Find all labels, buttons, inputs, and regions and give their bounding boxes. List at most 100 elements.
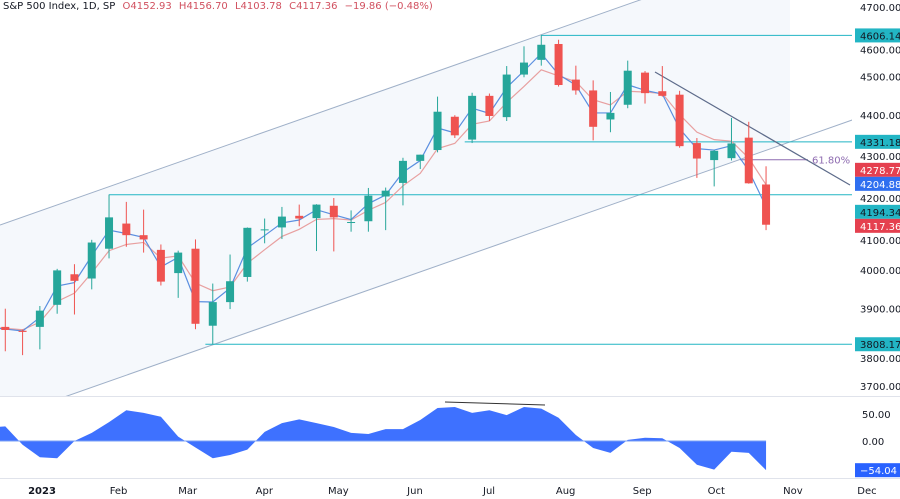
candle-body	[174, 252, 183, 274]
slow-ma-price-label-bg	[855, 162, 900, 177]
candle-body	[381, 190, 390, 197]
channel-lower-line	[65, 119, 852, 396]
y-tick-label: 4600.00	[860, 45, 900, 56]
candle-body	[226, 281, 235, 303]
candle-body	[260, 229, 269, 231]
y-tick-label: 4100.00	[860, 236, 900, 247]
slow-ma-price-label: 4278.77	[860, 166, 900, 177]
candle-body	[727, 143, 736, 159]
channel-fill	[0, 0, 790, 396]
price-pane: 61.80%	[0, 0, 852, 396]
symbol-legend: S&P 500 Index, 1D, SP O4152.93 H4156.70 …	[3, 1, 433, 12]
x-tick-label: Dec	[857, 486, 876, 497]
fast-ma-price-label-bg	[855, 176, 900, 191]
candle-body	[243, 227, 252, 277]
candle-body	[658, 91, 667, 96]
candle-body	[122, 223, 131, 236]
level-price-label: 4606.14	[860, 31, 900, 42]
candle-body	[589, 90, 598, 127]
x-tick-label: Oct	[708, 486, 725, 497]
close-value: C4117.36	[289, 1, 338, 12]
candle-body	[762, 184, 771, 225]
level-price-label: 4194.34	[860, 208, 900, 219]
last-price-label-bg	[855, 218, 900, 233]
candle-body	[485, 95, 494, 116]
candle-body	[329, 205, 338, 218]
x-tick-label: 2023	[28, 486, 56, 497]
candle-body	[295, 215, 304, 219]
candle-body	[710, 150, 719, 161]
candle-body	[312, 204, 321, 219]
open-value: O4152.93	[122, 1, 172, 12]
level-price-label-bg	[855, 204, 900, 219]
oscillator-tick-label: 50.00	[862, 410, 891, 421]
candle-body	[347, 222, 356, 224]
y-tick-label: 4300.00	[860, 152, 900, 163]
y-tick-label: 4500.00	[860, 73, 900, 84]
candle-body	[191, 248, 200, 324]
candle-body	[433, 111, 442, 151]
candle-body	[1, 326, 10, 330]
candle-body	[554, 43, 563, 86]
level-price-label: 4331.18	[860, 138, 900, 149]
level-price-label-bg	[855, 337, 900, 352]
oscillator-tick-label: 0.00	[862, 437, 884, 448]
candle-body	[87, 242, 96, 279]
candle-body	[468, 95, 477, 140]
candle-body	[18, 330, 27, 332]
channel-upper-line	[0, 0, 642, 226]
x-tick-label: Nov	[783, 486, 803, 497]
y-tick-label: 4200.00	[860, 194, 900, 205]
candle-body	[519, 62, 528, 75]
y-tick-label: 3700.00	[860, 382, 900, 393]
candle-body	[692, 143, 701, 159]
x-tick-label: Jul	[482, 486, 495, 497]
candle-body	[623, 70, 632, 105]
candle-body	[208, 302, 217, 326]
y-tick-label: 4000.00	[860, 266, 900, 277]
candle-body	[277, 216, 286, 228]
candle-body	[35, 310, 44, 327]
x-tick-label: Jun	[406, 486, 423, 497]
candle-body	[156, 249, 165, 282]
candle-body	[537, 44, 546, 60]
last-price-label: 4117.36	[860, 222, 900, 233]
level-price-label-bg	[855, 28, 900, 43]
candle-body	[675, 94, 684, 147]
fast-moving-average	[0, 52, 767, 332]
level-price-label-bg	[855, 134, 900, 149]
candle-body	[416, 154, 425, 161]
candle-body	[502, 74, 511, 118]
x-tick-label: Apr	[256, 486, 274, 497]
x-tick-label: Mar	[178, 486, 198, 497]
oscillator-area	[0, 406, 767, 471]
y-tick-label: 3800.00	[860, 354, 900, 365]
oscillator-divergence-line	[444, 401, 546, 406]
candle-body	[139, 235, 148, 240]
oscillator-last-label: −54.04	[860, 466, 897, 477]
fib-level-label: 61.80%	[812, 156, 850, 167]
slow-moving-average	[0, 69, 767, 331]
x-tick-label: Feb	[110, 486, 128, 497]
candle-body	[70, 274, 79, 281]
candle-body	[450, 116, 459, 136]
y-tick-label: 4400.00	[860, 111, 900, 122]
candle-body	[105, 217, 114, 249]
symbol-title: S&P 500 Index, 1D, SP	[3, 1, 116, 12]
y-tick-label: 3900.00	[860, 305, 900, 316]
y-tick-label: 4700.00	[860, 3, 900, 14]
high-value: H4156.70	[178, 1, 228, 12]
candle-body	[53, 270, 62, 305]
x-tick-label: Aug	[556, 486, 576, 497]
x-tick-label: Sep	[633, 486, 652, 497]
change-value: −19.86 (−0.48%)	[344, 1, 433, 12]
candle-body	[606, 112, 615, 120]
candle-body	[744, 137, 753, 184]
candle-body	[641, 72, 650, 94]
candle-body	[364, 195, 373, 222]
descending-trendline	[654, 71, 851, 186]
x-tick-label: May	[328, 486, 349, 497]
oscillator-last-label-bg	[855, 463, 900, 478]
level-price-label: 3808.17	[860, 340, 900, 351]
